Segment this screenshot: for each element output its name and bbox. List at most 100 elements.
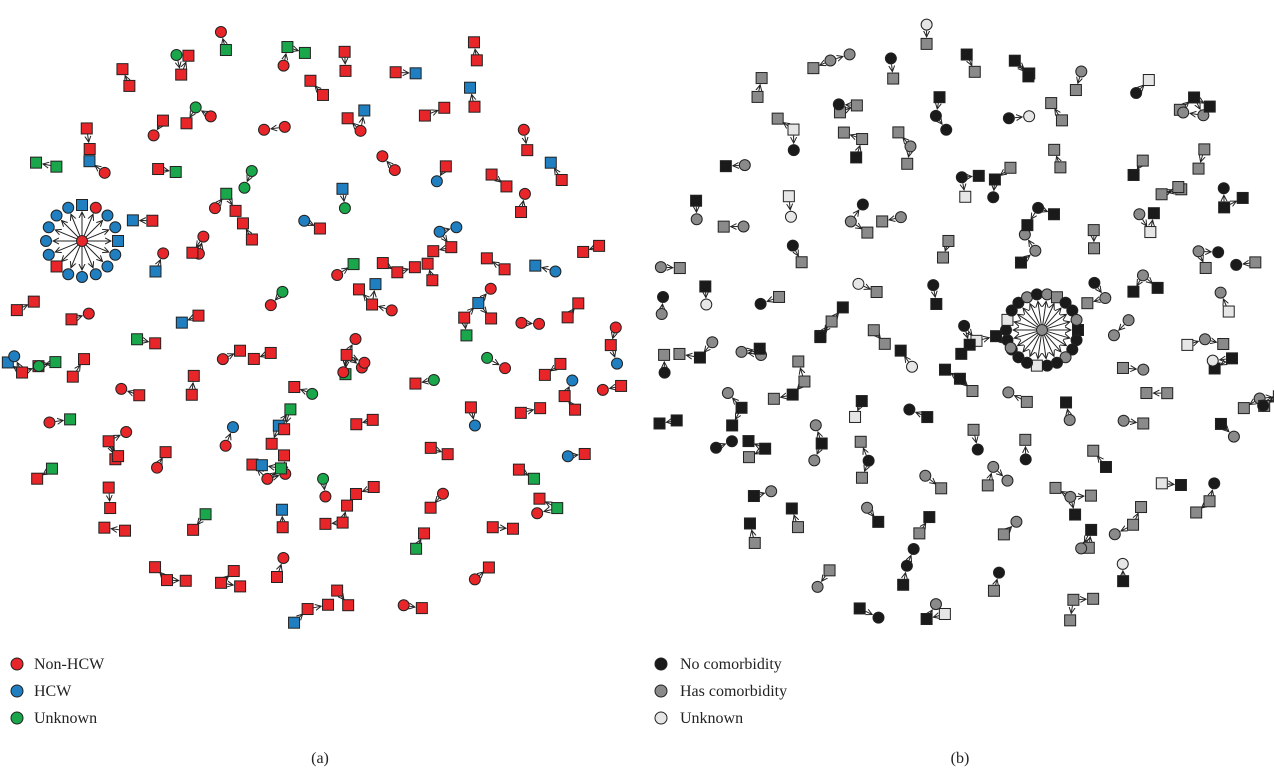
panel-b-label: (b) (951, 750, 970, 767)
panel-a-node (366, 298, 379, 311)
panel-b-node (771, 112, 784, 125)
panel-b-node (907, 542, 920, 555)
panel-b-edge (975, 435, 976, 443)
panel-a-node (278, 449, 291, 462)
panel-b-node (1002, 386, 1015, 399)
panel-b-node (837, 126, 850, 139)
panel-a-node (277, 59, 290, 72)
panel-a-node (350, 418, 363, 431)
panel-a-node (149, 337, 162, 350)
panel-b-edge (1098, 288, 1101, 293)
panel-b-node (808, 454, 821, 467)
panel-a-node (50, 160, 63, 173)
panel-a-hub-node (42, 248, 55, 261)
panel-b-edge (818, 432, 820, 438)
panel-b-edge (1067, 409, 1068, 414)
panel-b-node (1064, 614, 1077, 627)
panel-a-node (445, 241, 458, 254)
legend-a-label-2: HCW (34, 683, 72, 700)
panel-b-node (1127, 285, 1140, 298)
panel-b-node (795, 256, 808, 269)
panel-a-edge (178, 60, 180, 68)
panel-b-node (1174, 478, 1187, 491)
panel-a-node (521, 144, 534, 157)
panel-a-node (481, 351, 494, 364)
panel-b-edge (1014, 117, 1022, 118)
panel-b-edge (1128, 368, 1136, 369)
panel-a-hub-node (76, 199, 88, 211)
panel-b-node (1217, 182, 1230, 195)
panel-a-node (596, 383, 609, 396)
panel-a-edge (229, 199, 232, 205)
panel-a-edge (183, 62, 186, 70)
panel-b-node (1069, 508, 1082, 521)
panel-b-node (811, 580, 824, 593)
panel-b-node (920, 613, 933, 626)
panel-a-node (389, 66, 402, 79)
panel-a-hub-node (40, 235, 52, 247)
panel-b-node (1075, 542, 1088, 555)
panel-a-node (421, 257, 434, 270)
panel-a-hub-node (101, 209, 114, 222)
panel-b-hub-node (1066, 343, 1079, 356)
panel-a-edge (498, 528, 506, 529)
panel-a-node (499, 362, 512, 375)
panel-b-edge (820, 63, 825, 65)
panel-b-node (920, 37, 933, 50)
panel-a-node (131, 333, 144, 346)
panel-b-edge (982, 338, 989, 340)
panel-a-edge (17, 363, 19, 368)
panel-a-node (278, 423, 291, 436)
panel-a-node (238, 181, 251, 194)
panel-a-edge (590, 248, 594, 249)
panel-b-node (1099, 292, 1112, 305)
panel-b-node (1117, 575, 1130, 588)
panel-b-hub-edge (1018, 332, 1038, 345)
panel-a-node (339, 64, 352, 77)
panel-a-node (424, 441, 437, 454)
panel-b-node (658, 366, 671, 379)
panel-a-edge (109, 493, 110, 502)
panel-b-node (900, 559, 913, 572)
panel-b-node (862, 454, 875, 467)
panel-a-node (126, 214, 139, 227)
panel-b-node (872, 611, 885, 624)
panel-a-node (418, 109, 431, 122)
panel-b-node (1136, 154, 1149, 167)
panel-b-node (958, 319, 971, 332)
panel-a-edge (164, 170, 169, 171)
panel-b-node (937, 251, 950, 264)
panel-a-node (170, 48, 183, 61)
panel-b-node (737, 220, 750, 233)
panel-a-node (336, 182, 349, 195)
panel-a-node (482, 561, 495, 574)
panel-b-edge (968, 330, 972, 335)
panel-a-hub-edge (85, 220, 102, 238)
panel-b-node (852, 277, 865, 290)
panel-b-node (832, 98, 845, 111)
panel-b-node (717, 220, 730, 233)
panel-b-edge (858, 407, 860, 411)
panel-a-hub-edge (85, 244, 102, 261)
panel-b-node (1122, 314, 1135, 327)
panel-a-edge (440, 248, 445, 249)
panel-a-edge (43, 164, 51, 165)
panel-a-edge (200, 243, 201, 248)
panel-b-node (872, 515, 885, 528)
panel-a-hub-node (76, 271, 88, 283)
panel-b-edge (1221, 361, 1227, 365)
panel-b-node (1087, 224, 1100, 237)
panel-a-edge (76, 365, 80, 372)
panel-b-hub-node (1021, 291, 1034, 304)
panel-b-node (693, 351, 706, 364)
panel-b-node (1022, 70, 1035, 83)
panel-a-node (354, 124, 367, 137)
panel-a-node (468, 100, 481, 113)
panel-b-node (809, 419, 822, 432)
panel-a-node (418, 527, 431, 540)
panel-b-edge (1094, 300, 1099, 302)
panel-a-edge (546, 502, 552, 505)
panel-a-node (319, 490, 332, 503)
panel-b-node (787, 144, 800, 157)
panel-b-node (856, 198, 869, 211)
